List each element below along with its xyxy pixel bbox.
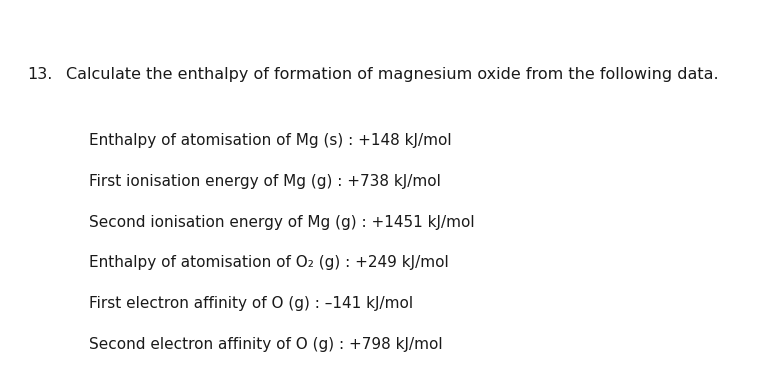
Text: 13.: 13. <box>27 67 53 82</box>
Text: Second electron affinity of O (g) : +798 kJ/mol: Second electron affinity of O (g) : +798… <box>89 337 443 352</box>
Text: Calculate the enthalpy of formation of magnesium oxide from the following data.: Calculate the enthalpy of formation of m… <box>66 67 719 82</box>
Text: First electron affinity of O (g) : –141 kJ/mol: First electron affinity of O (g) : –141 … <box>89 296 414 311</box>
Text: First ionisation energy of Mg (g) : +738 kJ/mol: First ionisation energy of Mg (g) : +738… <box>89 174 441 189</box>
Text: Second ionisation energy of Mg (g) : +1451 kJ/mol: Second ionisation energy of Mg (g) : +14… <box>89 215 475 230</box>
Text: Enthalpy of atomisation of Mg (s) : +148 kJ/mol: Enthalpy of atomisation of Mg (s) : +148… <box>89 133 452 148</box>
Text: Enthalpy of atomisation of O₂ (g) : +249 kJ/mol: Enthalpy of atomisation of O₂ (g) : +249… <box>89 255 449 270</box>
